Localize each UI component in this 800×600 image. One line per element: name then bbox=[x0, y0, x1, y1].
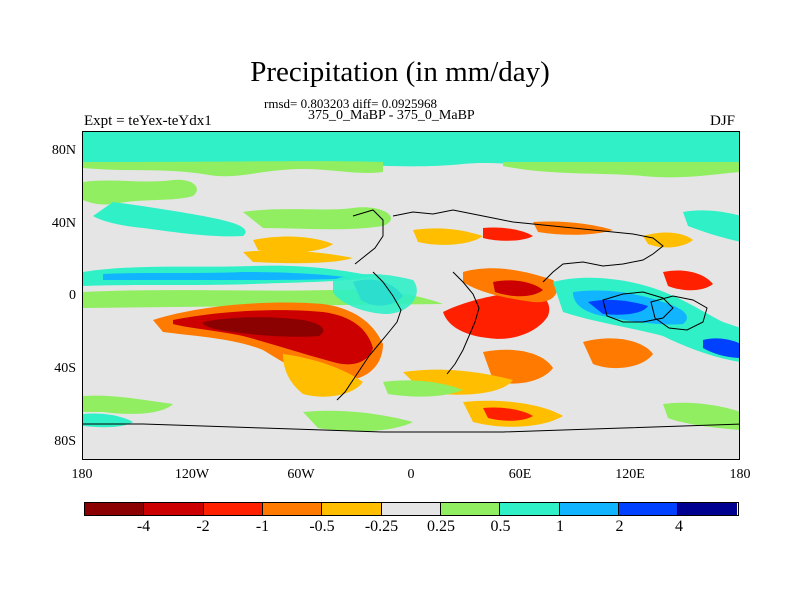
colorbar-label: 4 bbox=[675, 518, 683, 535]
north-pacific-green bbox=[83, 179, 197, 205]
lat-tick-40n: 40N bbox=[51, 216, 76, 231]
indian-ocean-orange-east bbox=[583, 338, 653, 369]
colorbar-box bbox=[144, 503, 204, 515]
colorbar-box bbox=[322, 503, 382, 515]
map-field bbox=[83, 132, 739, 459]
west-pacific-blue bbox=[703, 338, 739, 358]
lon-tick-180w: 180 bbox=[71, 467, 93, 482]
colorbar-box bbox=[559, 503, 619, 515]
plot-subtitle: 375_0_MaBP - 375_0_MaBP bbox=[308, 108, 475, 123]
spcz-dark-red bbox=[203, 317, 324, 337]
precipitation-map bbox=[82, 131, 740, 460]
experiment-label: Expt = teYex-teYdx1 bbox=[84, 113, 212, 129]
colorbar-label: -1 bbox=[255, 518, 270, 535]
spcz-orange-south bbox=[283, 354, 363, 397]
north-pacific-orange-east bbox=[643, 232, 693, 248]
north-africa-red bbox=[493, 280, 543, 297]
tropical-north-blue-band bbox=[103, 272, 353, 280]
colorbar-box bbox=[262, 503, 323, 515]
arctic-green-patch bbox=[83, 161, 383, 177]
lon-tick-120e: 120E bbox=[615, 467, 645, 482]
north-atlantic-orange bbox=[253, 236, 333, 253]
southern-atlantic-green bbox=[383, 380, 463, 397]
lat-tick-80n: 80N bbox=[51, 143, 76, 158]
coastlines bbox=[83, 209, 739, 433]
arctic-green-patch-east bbox=[503, 162, 739, 178]
lat-tick-80s: 80S bbox=[54, 434, 76, 449]
arctic-band-cyan bbox=[83, 132, 739, 169]
colorbar-label: 2 bbox=[615, 518, 624, 535]
colorbar-label: -0.5 bbox=[309, 518, 335, 535]
southern-green-mid bbox=[303, 410, 413, 432]
colorbar-box bbox=[500, 503, 560, 515]
colorbar-box bbox=[85, 503, 145, 515]
east-asia-red bbox=[483, 227, 533, 241]
africa-red bbox=[443, 292, 550, 339]
lon-tick-0: 0 bbox=[407, 467, 415, 482]
colorbar-label: -2 bbox=[196, 518, 210, 535]
colorbar-box bbox=[618, 503, 679, 515]
plot-title: Precipitation (in mm/day) bbox=[250, 56, 550, 88]
colorbar-box bbox=[203, 503, 263, 515]
lon-tick-120w: 120W bbox=[174, 467, 210, 482]
colorbar-label: 1 bbox=[556, 518, 564, 535]
tropical-north-orange bbox=[243, 250, 353, 264]
north-america-green bbox=[243, 207, 392, 230]
south-american-cyan bbox=[333, 274, 417, 314]
eurasia-orange bbox=[413, 228, 483, 245]
lon-tick-180e: 180 bbox=[729, 467, 751, 482]
lon-tick-60w: 60W bbox=[287, 467, 315, 482]
colorbar-label: -0.25 bbox=[364, 518, 399, 535]
lat-tick-eq: 0 bbox=[69, 288, 76, 303]
lon-tick-60e: 60E bbox=[508, 467, 532, 482]
southern-ocean-red bbox=[483, 407, 533, 421]
season-label: DJF bbox=[710, 113, 736, 129]
colorbar-label: 0.5 bbox=[490, 518, 511, 535]
lat-tick-40s: 40S bbox=[54, 361, 76, 376]
indian-ocean-orange bbox=[483, 349, 553, 384]
colorbar-box bbox=[440, 503, 501, 515]
north-pacific-cyan-east bbox=[683, 210, 739, 242]
southern-green-east bbox=[663, 402, 739, 430]
australia-red bbox=[663, 270, 713, 291]
colorbar bbox=[84, 502, 739, 516]
colorbar-box bbox=[678, 503, 738, 515]
southern-green-west bbox=[83, 395, 173, 414]
colorbar-label: -4 bbox=[136, 518, 151, 535]
maritime-dark-blue bbox=[588, 299, 648, 315]
colorbar-box bbox=[381, 503, 441, 515]
north-pacific-cyan bbox=[93, 202, 246, 237]
colorbar-label: 0.25 bbox=[427, 518, 455, 535]
stats-text: rmsd= 0.803203 diff= 0.0925968 bbox=[264, 96, 437, 111]
